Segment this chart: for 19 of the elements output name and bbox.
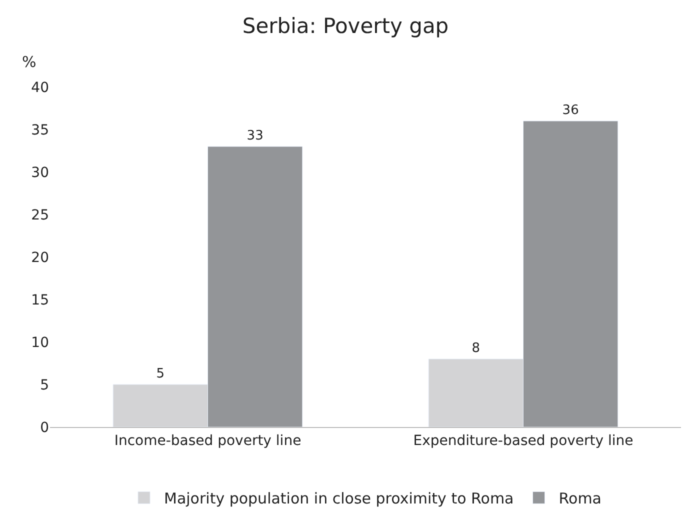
legend-label: Roma [558,490,602,508]
chart-title: Serbia: Poverty gap [242,14,449,38]
y-tick-label: 30 [31,164,49,181]
y-tick-label: 40 [31,80,49,96]
data-label: 36 [562,103,579,118]
data-label: 33 [246,128,264,144]
legend-label: Majority population in close proximity to Roma [164,490,514,508]
y-tick-label: 25 [31,207,49,224]
y-tick-label: 0 [40,420,49,436]
x-tick-label: Income-based poverty line [114,432,302,449]
y-tick-label: 5 [40,377,49,394]
y-tick-label: 20 [31,250,49,266]
y-tick-label: 15 [31,292,49,308]
data-label: 5 [156,366,165,382]
y-tick-label: 10 [31,334,49,351]
y-axis-title: % [22,53,36,71]
x-tick-label: Expenditure-based poverty line [413,432,634,449]
y-tick-label: 35 [31,122,49,138]
data-label: 8 [472,341,480,356]
